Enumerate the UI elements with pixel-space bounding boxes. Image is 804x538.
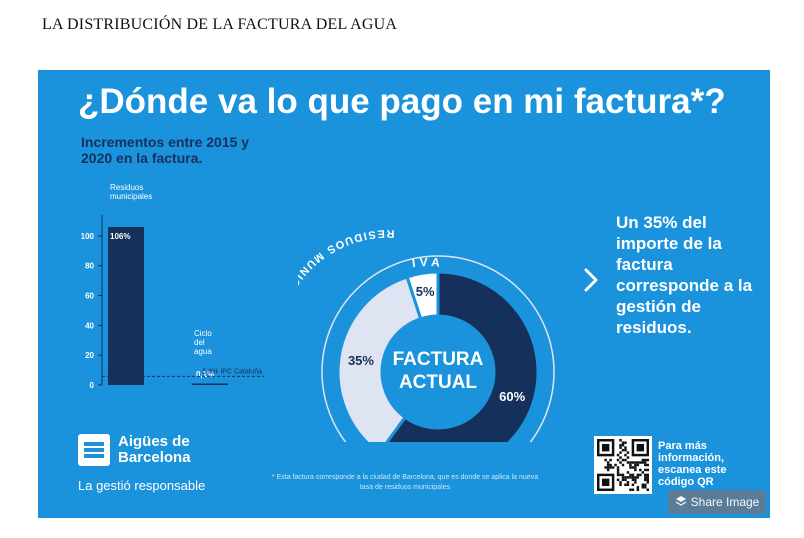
qr-code[interactable]: [594, 436, 652, 494]
donut-slice-label: 60%: [499, 389, 525, 404]
logo-name: Aigües de Barcelona: [118, 434, 191, 466]
bar-chart: 0 20 40 60 80 100 Residuos municipales Ciclo del…: [81, 183, 264, 390]
y-tick-label: 80: [85, 262, 94, 271]
footnote: * Esta factura corresponde a la ciudad d…: [271, 474, 539, 491]
donut-slice-label: 35%: [348, 353, 374, 368]
logo-name-line-1: Aigües de: [118, 433, 190, 450]
infographic: ¿Dónde va lo que pago en mi factura*? In…: [38, 70, 770, 518]
outer-ring: [321, 255, 555, 442]
donut-center-line-2: ACTUAL: [399, 372, 477, 393]
y-tick-label: 40: [85, 321, 94, 330]
y-tick-label: 60: [85, 292, 94, 301]
page-title: LA DISTRIBUCIÓN DE LA FACTURA DEL AGUA: [42, 16, 398, 33]
aigues-logo-icon: [78, 434, 110, 466]
chevron-right-icon: [584, 268, 598, 292]
bar-category-label: Ciclo del agua: [194, 329, 212, 356]
donut-slice-label: 5%: [416, 284, 435, 299]
bar-chart-subtitle: Incrementos entre 2015 y 2020 en la fact…: [81, 134, 250, 166]
y-tick-label: 0: [90, 381, 95, 390]
logo-name-line-2: Barcelona: [118, 449, 191, 466]
layers-icon: [675, 495, 687, 510]
reference-line-label: 5,8% IPC Cataluña: [202, 368, 262, 375]
bar-value-label: 106%: [110, 232, 130, 241]
bar-value-label: 0,1%: [196, 370, 214, 379]
bar: [192, 383, 228, 385]
qr-text: Para más información, escanea este códig…: [658, 440, 727, 488]
y-tick-label: 20: [85, 351, 94, 360]
y-tick-label: 100: [81, 232, 95, 241]
infographic-headline: ¿Dónde va lo que pago en mi factura*?: [78, 82, 726, 121]
side-statement: Un 35% del importe de la factura corresp…: [616, 213, 753, 337]
share-image-label: Share Image: [690, 495, 760, 509]
ring-label-iva: IVA: [411, 255, 445, 270]
bar-category-label: Residuos municipales: [110, 183, 152, 201]
donut-hole: [382, 316, 494, 428]
donut-center-line-1: FACTURA: [393, 349, 484, 370]
bar: [108, 226, 144, 385]
share-image-button[interactable]: Share Image: [668, 490, 766, 514]
donut-chart: FACTURA ACTUAL 60%35%5% IVA RESIDUOS MUN…: [298, 227, 555, 442]
logo-tagline: La gestió responsable: [78, 478, 206, 493]
